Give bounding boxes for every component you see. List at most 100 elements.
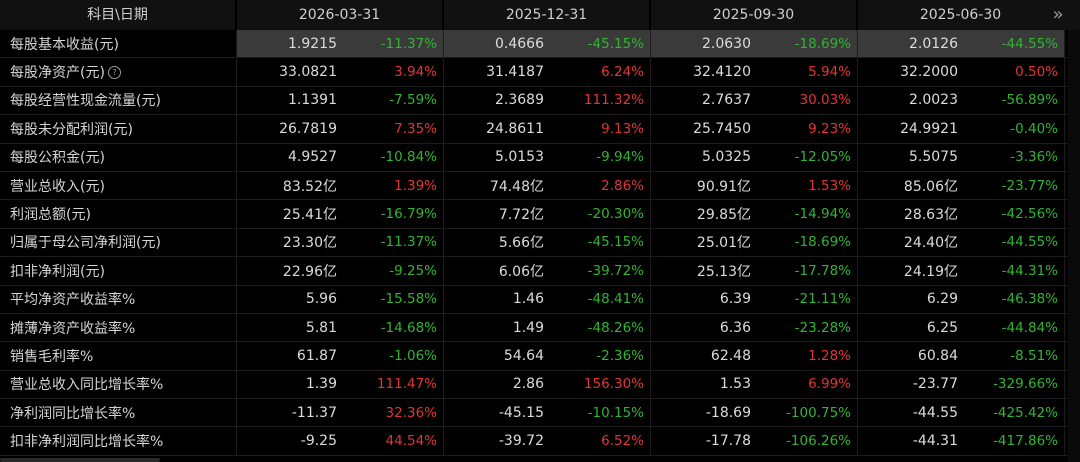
change-percent: -8.51% [1010,347,1058,364]
header-date-2[interactable]: 2025-12-31 [444,0,651,30]
value-number: -23.77 [912,376,958,393]
value-number: 5.81 [305,319,337,336]
change-percent: -44.31% [1001,262,1058,279]
change-percent: -14.94% [794,206,851,223]
row-label: 扣非净利润(元) [0,257,237,285]
change-percent: -7.59% [389,92,437,109]
table-row[interactable]: 平均净资产收益率% 5.96 -15.58% 1.46 -48.41% 6.39 -21.1… [0,285,1068,314]
change-percent: -15.58% [380,291,437,308]
change-percent: 1.28% [808,347,851,364]
value-cell: 5.66亿 -45.15% [444,228,651,257]
header-date-4[interactable]: 2025-06-30 [919,7,1002,23]
table-row[interactable]: 每股经营性现金流量(元) 1.1391 -7.59% 2.3689 111.32% 2.7… [0,86,1068,116]
change-percent: -48.26% [587,319,644,336]
value-cell: 6.36 -23.28% [651,313,858,342]
table-header: 科目\日期 2026-03-31 2025-12-31 2025-09-30 2… [0,0,1080,30]
value-number: 1.39 [305,376,337,393]
value-number: 24.9921 [900,120,958,137]
value-cell: 0.4666 -45.15% [444,30,651,58]
value-cell: 24.8611 9.13% [444,115,651,143]
change-percent: 6.24% [601,64,644,81]
table-row[interactable]: 营业总收入同比增长率% 1.39 111.47% 2.86 156.30% 1.53 6.9… [0,370,1068,400]
value-number: 29.85亿 [696,207,751,224]
value-cell: 1.46 -48.41% [444,285,651,313]
financial-table: 每股基本收益(元) 1.9215 -11.37% 0.4666 -45.15% 2.063… [0,30,1068,456]
change-percent: -21.11% [794,291,851,308]
value-number: -44.31 [912,433,958,450]
value-number: 2.0023 [909,92,958,109]
table-row[interactable]: 销售毛利率% 61.87 -1.06% 54.64 -2.36% 62.48 1.28% 60… [0,342,1068,371]
value-cell: -11.37 32.36% [237,399,444,427]
table-row[interactable]: 扣非净利润(元) 22.96亿 -9.25% 6.06亿 -39.72% 25.13亿 -1… [0,257,1068,286]
vertical-scrollbar[interactable] [1068,30,1080,462]
value-cell: 2.86 156.30% [444,370,651,399]
row-label-text: 扣非净利润(元) [10,263,105,280]
change-percent: 3.94% [394,64,437,81]
value-number: -18.69 [705,404,751,421]
table-row[interactable]: 每股基本收益(元) 1.9215 -11.37% 0.4666 -45.15% 2.063… [0,30,1068,59]
change-percent: 156.30% [583,376,644,393]
row-label: 每股经营性现金流量(元) [0,86,237,115]
value-number: 25.13亿 [696,263,751,280]
value-cell: 7.72亿 -20.30% [444,200,651,228]
change-percent: 111.47% [376,376,437,393]
table-row[interactable]: 归属于母公司净利润(元) 23.30亿 -11.37% 5.66亿 -45.15% 25.… [0,228,1068,258]
value-cell: 24.19亿 -44.31% [858,257,1065,285]
header-date-3[interactable]: 2025-09-30 [651,0,858,30]
header-date-1[interactable]: 2026-03-31 [237,0,444,30]
row-label: 利润总额(元) [0,200,237,228]
value-number: 33.0821 [279,64,337,81]
value-cell: -44.55 -425.42% [858,399,1065,427]
value-number: 1.49 [512,319,544,336]
value-cell: 2.0023 -56.89% [858,86,1065,115]
value-number: 1.53 [719,376,751,393]
value-number: 5.96 [305,291,337,308]
value-cell: -23.77 -329.66% [858,370,1065,399]
table-row[interactable]: 净利润同比增长率% -11.37 32.36% -45.15 -10.15% -18.69… [0,399,1068,428]
row-label: 扣非净利润同比增长率% [0,427,237,455]
horizontal-scrollbar[interactable] [0,458,160,462]
change-percent: 5.94% [808,64,851,81]
value-cell: 1.39 111.47% [237,370,444,399]
value-number: 25.01亿 [696,235,751,252]
value-number: 2.86 [512,376,544,393]
info-icon[interactable]: ? [107,65,121,79]
value-number: -17.78 [705,433,751,450]
value-cell: 28.63亿 -42.56% [858,200,1065,228]
value-number: -39.72 [498,433,544,450]
change-percent: 0.50% [1015,64,1058,81]
value-number: 2.0630 [702,35,751,52]
table-row[interactable]: 利润总额(元) 25.41亿 -16.79% 7.72亿 -20.30% 29.85亿 -1… [0,200,1068,229]
row-label: 净利润同比增长率% [0,399,237,427]
row-label-text: 每股经营性现金流量(元) [10,93,161,110]
row-label: 销售毛利率% [0,342,237,370]
change-percent: -20.30% [587,206,644,223]
value-number: 60.84 [917,347,958,364]
change-percent: -44.84% [1001,319,1058,336]
change-percent: 9.13% [601,120,644,137]
table-row[interactable]: 扣非净利润同比增长率% -9.25 44.54% -39.72 6.52% -17.78-… [0,427,1068,456]
table-row[interactable]: 每股未分配利润(元) 26.7819 7.35% 24.8611 9.13% 25.745… [0,115,1068,144]
table-row[interactable]: 每股净资产(元)? 33.0821 3.94% 31.4187 6.24% 32.4120… [0,58,1068,87]
change-percent: -12.05% [794,149,851,166]
change-percent: 44.54% [385,433,437,450]
row-label-text: 每股净资产(元) [10,65,105,82]
value-number: 61.87 [296,347,337,364]
row-label: 每股基本收益(元) [0,30,237,58]
table-row[interactable]: 每股公积金(元) 4.9527 -10.84% 5.0153 -9.94% 5.0325 -… [0,143,1068,172]
value-cell: 25.01亿 -18.69% [651,228,858,257]
change-percent: -100.75% [786,404,851,421]
value-cell: 1.9215 -11.37% [237,30,444,58]
value-number: 62.48 [710,347,751,364]
value-cell: 32.2000 0.50% [858,58,1065,86]
value-cell: 5.0325 -12.05% [651,143,858,171]
change-percent: 2.86% [601,177,644,194]
value-number: -11.37 [291,404,337,421]
value-number: 6.36 [719,319,751,336]
change-percent: -2.36% [596,347,644,364]
value-cell: 22.96亿 -9.25% [237,257,444,285]
table-row[interactable]: 营业总收入(元) 83.52亿 1.39% 74.48亿 2.86% 90.91亿 1.53… [0,171,1068,201]
value-cell: 90.91亿 1.53% [651,171,858,200]
table-row[interactable]: 摊薄净资产收益率% 5.81 -14.68% 1.49 -48.26% 6.36 -23.2… [0,313,1068,343]
more-columns-icon[interactable]: » [1052,4,1064,25]
